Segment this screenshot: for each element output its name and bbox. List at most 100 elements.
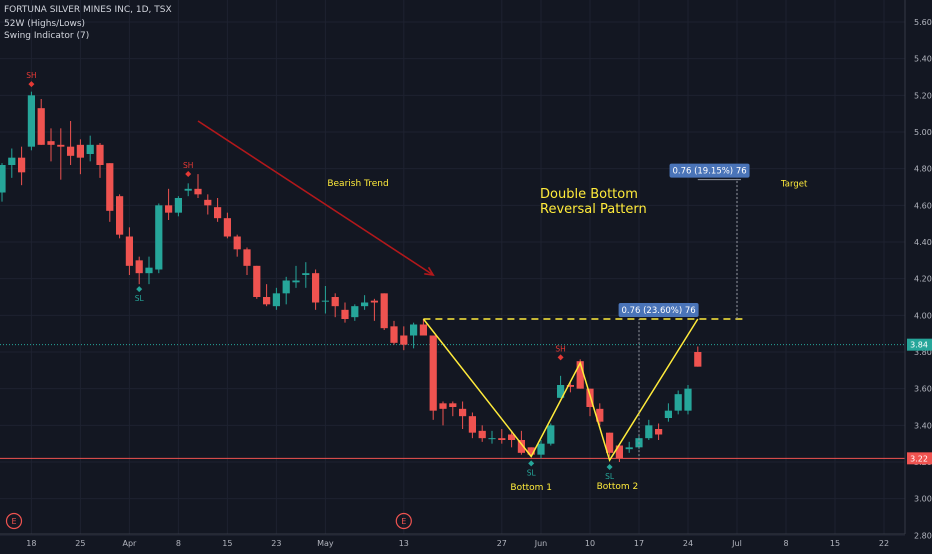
candle-body xyxy=(527,447,535,455)
candle-body xyxy=(135,260,143,274)
bottom-1-label: Bottom 1 xyxy=(510,483,552,493)
swing-low-marker xyxy=(528,460,535,467)
candle-body xyxy=(410,324,418,336)
indicator-swing[interactable]: Swing Indicator (7) xyxy=(4,31,90,41)
candle-body xyxy=(174,198,182,213)
trend-arrow-line xyxy=(197,120,434,276)
candle xyxy=(125,227,133,275)
candle-body xyxy=(674,394,682,411)
candle xyxy=(214,198,222,222)
candle-body xyxy=(8,157,16,165)
y-tick-label: 3.60 xyxy=(914,385,932,394)
pattern-title-1: Double Bottom xyxy=(540,187,638,202)
candle xyxy=(341,302,349,323)
candle-body xyxy=(351,306,359,318)
candle xyxy=(664,403,672,422)
candle-body xyxy=(341,309,349,319)
candle xyxy=(194,174,202,198)
candle xyxy=(145,256,153,285)
candle xyxy=(76,139,84,175)
bottom-2-label: Bottom 2 xyxy=(597,482,639,492)
candle-body xyxy=(0,165,6,193)
indicator-52w[interactable]: 52W (Highs/Lows) xyxy=(4,19,86,29)
candle xyxy=(370,298,378,321)
candle xyxy=(57,128,65,180)
x-tick-label: 10 xyxy=(585,539,595,548)
candle-body xyxy=(47,141,55,145)
swing-low-label: SL xyxy=(135,294,145,303)
x-tick-label: 8 xyxy=(176,539,181,548)
y-tick-label: 4.60 xyxy=(914,201,932,210)
candle-body xyxy=(282,280,290,294)
candle xyxy=(566,383,574,393)
candle xyxy=(380,293,388,330)
candle xyxy=(174,196,182,217)
y-tick-label: 3.00 xyxy=(914,495,932,504)
swing-low-label: SL xyxy=(527,468,537,477)
candle-body xyxy=(86,144,94,154)
candle xyxy=(478,425,486,442)
candle-body xyxy=(615,445,623,459)
y-tick-label: 3.80 xyxy=(914,348,932,357)
candle-body xyxy=(194,188,202,195)
double-bottom-pattern[interactable]: 0.76 (23.60%) 76 0.76 (19.15%) 76 xyxy=(422,163,750,462)
candle-body xyxy=(145,267,153,274)
candle xyxy=(86,135,94,162)
candle-body xyxy=(547,425,555,444)
symbol-title[interactable]: FORTUNA SILVER MINES INC, 1D, TSX xyxy=(4,5,172,15)
candle-body xyxy=(125,236,133,266)
candle-body xyxy=(625,447,633,450)
candle-body xyxy=(429,335,437,411)
swing-low-label: SL xyxy=(605,472,615,481)
candle-body xyxy=(214,207,222,219)
candle xyxy=(459,401,467,429)
swing-high-label: SH xyxy=(183,161,193,170)
candle-body xyxy=(272,293,280,307)
x-tick-label: May xyxy=(317,539,334,548)
x-tick-label: 25 xyxy=(75,539,85,548)
candle xyxy=(8,148,16,178)
candle xyxy=(67,121,75,165)
candle xyxy=(18,146,26,186)
candle xyxy=(410,322,418,349)
pattern-title-2: Reversal Pattern xyxy=(540,202,647,217)
candle-body xyxy=(664,410,672,418)
candle-body xyxy=(184,188,192,191)
double-bottom-line xyxy=(422,318,699,462)
candle xyxy=(292,265,300,288)
candle-body xyxy=(18,157,26,173)
candle xyxy=(282,276,290,305)
candle xyxy=(674,390,682,415)
y-tick-label: 4.00 xyxy=(914,311,932,320)
candle xyxy=(253,265,261,299)
candle-body xyxy=(302,273,310,275)
candle-body xyxy=(106,163,114,211)
candle-body xyxy=(57,144,65,147)
candle xyxy=(135,256,143,285)
earnings-icon xyxy=(5,512,23,530)
candles xyxy=(0,91,702,462)
candle xyxy=(47,128,55,162)
candle-body xyxy=(292,280,300,283)
candle xyxy=(468,412,476,439)
price-lines xyxy=(0,344,905,459)
candle xyxy=(390,320,398,345)
candle xyxy=(694,346,702,367)
candle-body xyxy=(655,429,663,435)
candle-body xyxy=(223,218,231,237)
candle xyxy=(223,212,231,239)
candle xyxy=(498,429,506,444)
candle-body xyxy=(400,335,408,345)
candle xyxy=(508,430,516,448)
candle xyxy=(116,194,124,239)
y-tick-label: 5.20 xyxy=(914,91,932,100)
candle xyxy=(204,194,212,215)
x-tick-label: Jul xyxy=(731,539,742,548)
candle-body xyxy=(419,324,427,336)
candle-body xyxy=(321,300,329,302)
x-tick-label: 27 xyxy=(497,539,507,548)
x-tick-label: 22 xyxy=(879,539,889,548)
support-price-label: 3.22 xyxy=(910,454,928,463)
